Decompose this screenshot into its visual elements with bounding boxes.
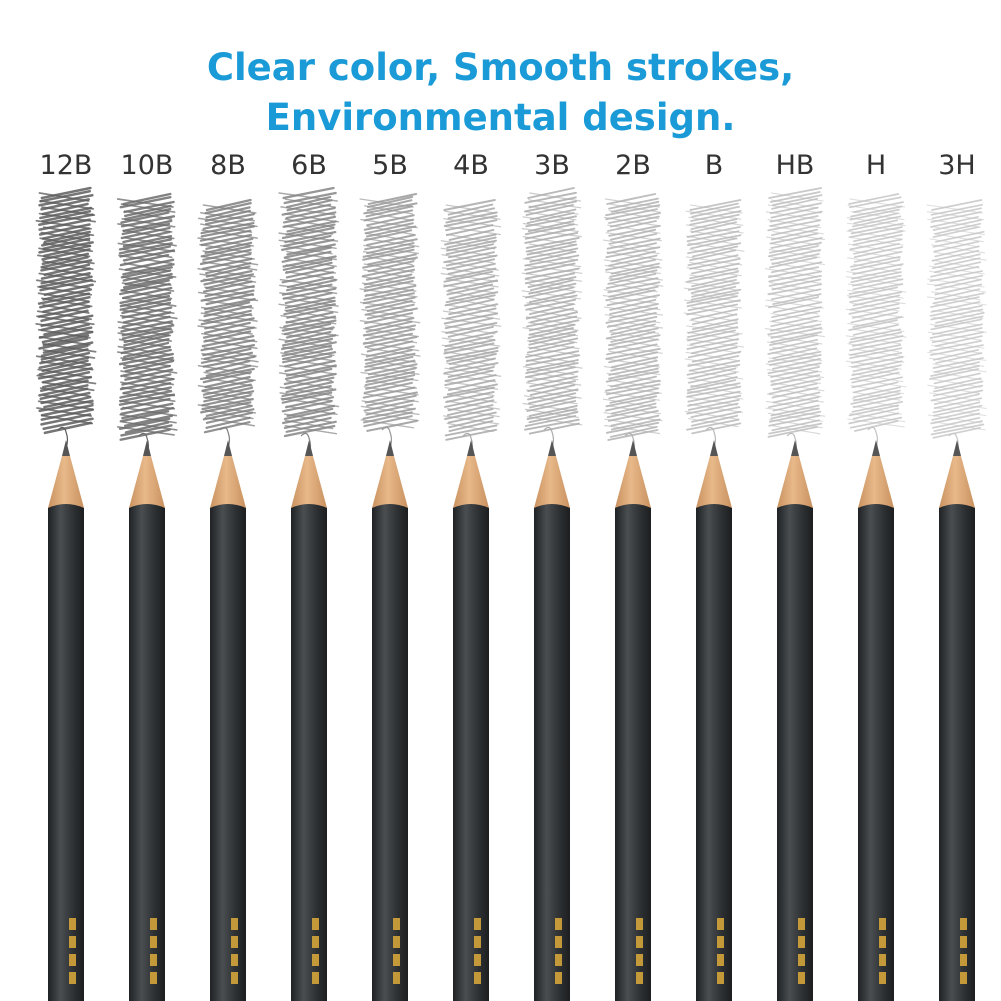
stroke-swatch [683, 199, 745, 449]
gold-stamp [312, 918, 319, 984]
grade-label: 2B [615, 150, 651, 181]
gold-stamp [879, 918, 886, 984]
gold-stamp [69, 918, 76, 984]
lead-tip [386, 440, 394, 456]
pencil-body [777, 504, 813, 1001]
pencil-body [534, 504, 570, 1001]
stroke-swatch [845, 193, 907, 449]
stroke-swatch [35, 186, 97, 449]
headline-line-2: Environmental design. [265, 96, 736, 139]
pencil-body [939, 504, 975, 1001]
pencil-body [129, 504, 165, 1001]
wood-cone [615, 456, 651, 508]
pencil-body [696, 504, 732, 1001]
grade-label: 4B [453, 150, 489, 181]
wood-cone [453, 456, 489, 508]
lead-tip [629, 440, 637, 456]
wood-cone [129, 456, 165, 508]
lead-tip [872, 440, 880, 456]
wood-cone [210, 456, 246, 508]
pencil-3b: 3B [521, 150, 583, 1001]
grade-label: HB [776, 150, 815, 181]
stroke-swatch [764, 187, 826, 455]
pencil-2b: 2B [602, 150, 664, 1001]
gold-stamp [474, 918, 481, 984]
gold-stamp [717, 918, 724, 984]
lead-tip [224, 440, 232, 456]
wood-cone [48, 456, 84, 508]
grade-label: 6B [291, 150, 327, 181]
pencil-h: H [845, 150, 907, 1001]
pencil-body [453, 504, 489, 1001]
pencil-8b: 8B [197, 150, 259, 1001]
gold-stamp [150, 918, 157, 984]
stroke-swatch [602, 193, 664, 455]
pencil-body [210, 504, 246, 1001]
gold-stamp [960, 918, 967, 984]
gold-stamp [636, 918, 643, 984]
wood-cone [858, 456, 894, 508]
pencil-hb: HB [764, 150, 826, 1001]
gold-stamp [393, 918, 400, 984]
gold-stamp [798, 918, 805, 984]
stroke-swatch [440, 199, 502, 455]
stroke-swatch [278, 186, 340, 455]
lead-tip [548, 440, 556, 456]
headline-line-1: Clear color, Smooth strokes, [206, 46, 795, 89]
grade-label: 12B [40, 150, 93, 181]
pencil-body [291, 504, 327, 1001]
wood-cone [939, 456, 975, 508]
lead-tip [305, 440, 313, 456]
lead-tip [710, 440, 718, 456]
pencil-body [615, 504, 651, 1001]
grade-label: B [705, 150, 724, 181]
grade-label: 5B [372, 150, 408, 181]
grade-label: H [866, 150, 886, 181]
pencil-12b: 12B [35, 150, 97, 1001]
lead-tip [62, 440, 70, 456]
stroke-swatch [197, 198, 259, 449]
stroke-swatch [926, 199, 988, 455]
gold-stamp [555, 918, 562, 984]
wood-cone [372, 456, 408, 508]
grade-label: 8B [210, 150, 246, 181]
lead-tip [467, 440, 475, 456]
wood-cone [696, 456, 732, 508]
grade-label: 10B [121, 150, 174, 181]
pencil-3h: 3H [926, 150, 988, 1001]
stroke-swatch [116, 192, 178, 455]
pencil-body [858, 504, 894, 1001]
lead-tip [791, 440, 799, 456]
lead-tip [143, 440, 151, 456]
wood-cone [291, 456, 327, 508]
stroke-swatch [359, 192, 421, 449]
wood-cone [534, 456, 570, 508]
pencil-body [372, 504, 408, 1001]
grade-label: 3H [938, 150, 975, 181]
pencil-10b: 10B [116, 150, 178, 1001]
grade-label: 3B [534, 150, 570, 181]
wood-cone [777, 456, 813, 508]
gold-stamp [231, 918, 238, 984]
pencil-b: B [683, 150, 745, 1001]
lead-tip [953, 440, 961, 456]
pencil-6b: 6B [278, 150, 340, 1001]
pencil-4b: 4B [440, 150, 502, 1001]
stroke-swatch [521, 187, 583, 449]
pencil-body [48, 504, 84, 1001]
pencil-5b: 5B [359, 150, 421, 1001]
